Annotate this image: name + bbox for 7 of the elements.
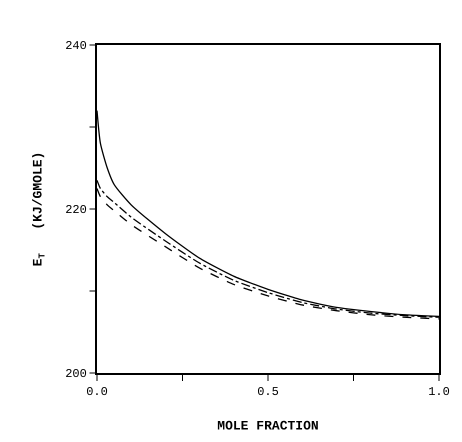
x-tick-label: 1.0	[428, 385, 450, 400]
y-tick-label: 220	[65, 203, 87, 218]
x-tick-label: 0.0	[86, 385, 108, 400]
x-tick-label: 0.5	[257, 385, 279, 400]
x-axis-title: MOLE FRACTION	[217, 418, 319, 434]
y-tick-label: 200	[65, 367, 87, 382]
y-tick-label: 240	[65, 39, 87, 54]
